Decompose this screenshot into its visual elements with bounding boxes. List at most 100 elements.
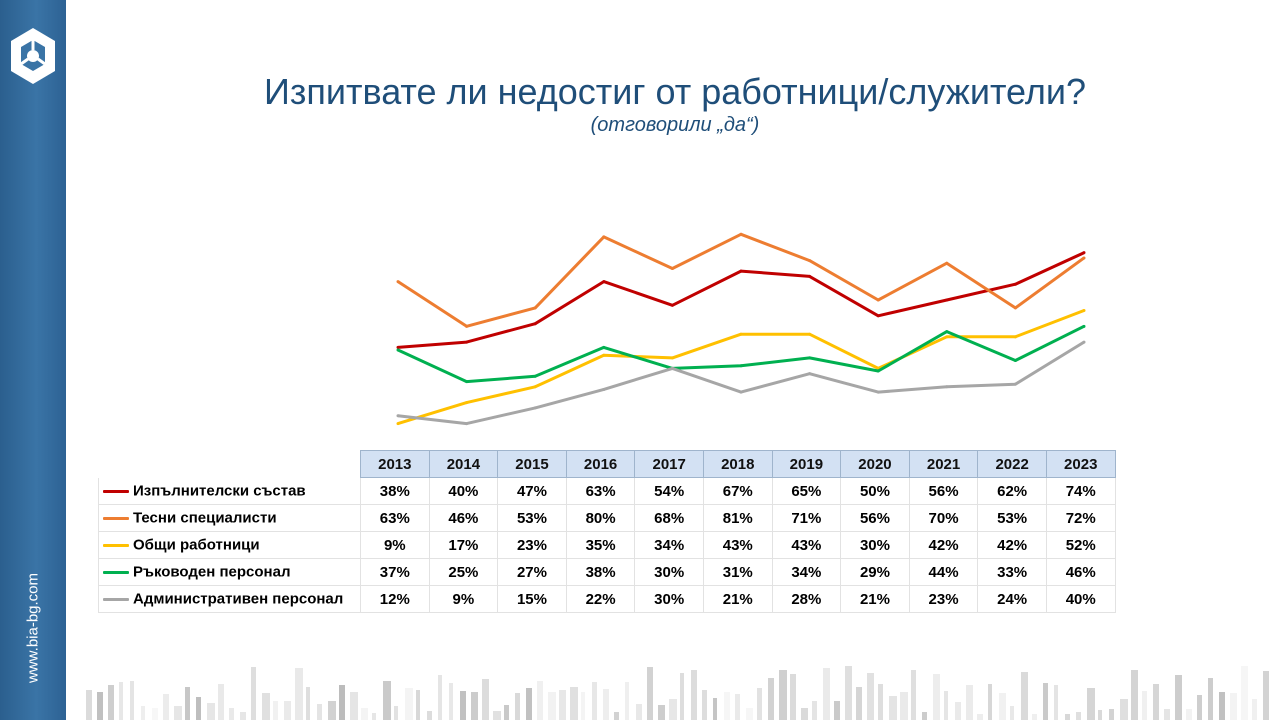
series-3	[396, 324, 1086, 384]
data-point-1-0	[396, 280, 400, 284]
decor-bar	[867, 673, 874, 720]
chart-data-table: 2013 2014 2015 2016 2017 2018 2019 2020 2021 2022…	[98, 450, 1116, 613]
year-header-2018: 2018	[702, 450, 773, 478]
decor-bar	[691, 670, 697, 720]
data-label-2-6: 43%	[772, 531, 842, 559]
decor-bar	[1076, 712, 1081, 720]
data-point-2-2	[533, 385, 537, 389]
data-point-4-7	[876, 390, 880, 394]
series-line-4	[397, 340, 1085, 426]
data-label-0-7: 50%	[840, 477, 910, 505]
data-point-3-6	[808, 356, 812, 360]
page-subtitle: (отговорили „да“)	[590, 114, 760, 136]
decor-bar	[713, 698, 717, 720]
data-point-4-0	[396, 414, 400, 418]
decor-bar	[1043, 683, 1048, 720]
decor-bar	[262, 693, 270, 720]
series-label-2: Общи работници	[98, 531, 361, 559]
data-label-3-5: 31%	[703, 558, 773, 586]
decor-bar	[207, 703, 215, 720]
decor-bar	[493, 711, 501, 720]
decor-bar	[339, 685, 345, 720]
data-point-1-5	[739, 232, 743, 236]
decor-bar	[889, 696, 897, 720]
decorative-bars	[86, 666, 1269, 720]
data-label-3-0: 37%	[360, 558, 430, 586]
line-chart	[396, 232, 1086, 426]
decor-bar	[1087, 688, 1095, 720]
data-label-3-2: 27%	[497, 558, 567, 586]
data-point-0-5	[739, 269, 743, 273]
site-url[interactable]: www.bia-bg.com	[24, 572, 42, 684]
data-point-3-1	[465, 380, 469, 384]
data-point-4-2	[533, 406, 537, 410]
data-label-3-9: 33%	[977, 558, 1047, 586]
decor-bar	[185, 687, 190, 720]
year-header-2019: 2019	[771, 450, 842, 478]
decor-bar	[460, 691, 466, 720]
data-point-0-7	[876, 314, 880, 318]
year-header-2013: 2013	[360, 450, 430, 478]
data-point-0-10	[1082, 251, 1086, 255]
data-label-4-4: 30%	[634, 585, 704, 613]
data-point-4-9	[1013, 382, 1017, 386]
decor-bar	[559, 690, 566, 720]
data-label-1-10: 72%	[1046, 504, 1116, 532]
decor-bar	[1263, 671, 1269, 720]
series-name: Тесни специалисти	[133, 509, 277, 527]
decor-bar	[922, 712, 927, 720]
decor-bar	[625, 682, 629, 720]
decor-bar	[768, 678, 774, 720]
data-point-3-3	[602, 345, 606, 349]
series-4	[396, 340, 1086, 426]
decor-bar	[856, 687, 862, 720]
decor-bar	[295, 668, 303, 720]
data-point-0-4	[670, 303, 674, 307]
legend-swatch-icon	[103, 516, 129, 520]
data-point-1-6	[808, 259, 812, 263]
decor-bar	[988, 684, 992, 720]
decor-bar	[438, 675, 442, 720]
decor-bar	[416, 690, 420, 720]
decor-bar	[878, 684, 883, 720]
data-label-3-8: 44%	[909, 558, 979, 586]
decor-bar	[515, 693, 520, 720]
decor-bar	[1109, 709, 1114, 720]
data-label-2-3: 35%	[566, 531, 636, 559]
decor-bar	[372, 713, 376, 720]
decor-bar	[1098, 710, 1102, 720]
data-point-4-4	[670, 366, 674, 370]
data-point-2-8	[945, 335, 949, 339]
decor-bar	[504, 705, 509, 720]
decor-bar	[119, 682, 123, 720]
decor-bar	[1219, 692, 1225, 720]
decor-bar	[933, 674, 940, 720]
data-label-2-4: 34%	[634, 531, 704, 559]
table-row: Общи работници 9% 17% 23% 35% 34% 43% 43% 30% 42%…	[98, 531, 1116, 559]
decor-bar	[779, 670, 787, 720]
decor-bar	[1230, 693, 1237, 720]
decor-bar	[735, 694, 740, 720]
decor-bar	[570, 687, 578, 720]
data-label-4-9: 24%	[977, 585, 1047, 613]
data-label-0-1: 40%	[429, 477, 499, 505]
decor-bar	[1021, 672, 1028, 720]
decor-bar	[350, 692, 358, 720]
year-header-2022: 2022	[977, 450, 1047, 478]
data-label-2-2: 23%	[497, 531, 567, 559]
decor-bar	[955, 702, 961, 720]
data-label-0-10: 74%	[1046, 477, 1116, 505]
decor-bar	[141, 706, 145, 720]
decor-bar	[196, 697, 201, 720]
data-point-2-9	[1013, 335, 1017, 339]
decor-bar	[86, 690, 92, 720]
decor-bar	[658, 705, 665, 720]
data-point-0-8	[945, 298, 949, 302]
data-point-1-1	[465, 324, 469, 328]
decor-bar	[669, 699, 677, 720]
data-label-1-0: 63%	[360, 504, 430, 532]
data-point-4-10	[1082, 340, 1086, 344]
data-point-4-6	[808, 372, 812, 376]
data-label-1-1: 46%	[429, 504, 499, 532]
decor-bar	[526, 688, 532, 720]
